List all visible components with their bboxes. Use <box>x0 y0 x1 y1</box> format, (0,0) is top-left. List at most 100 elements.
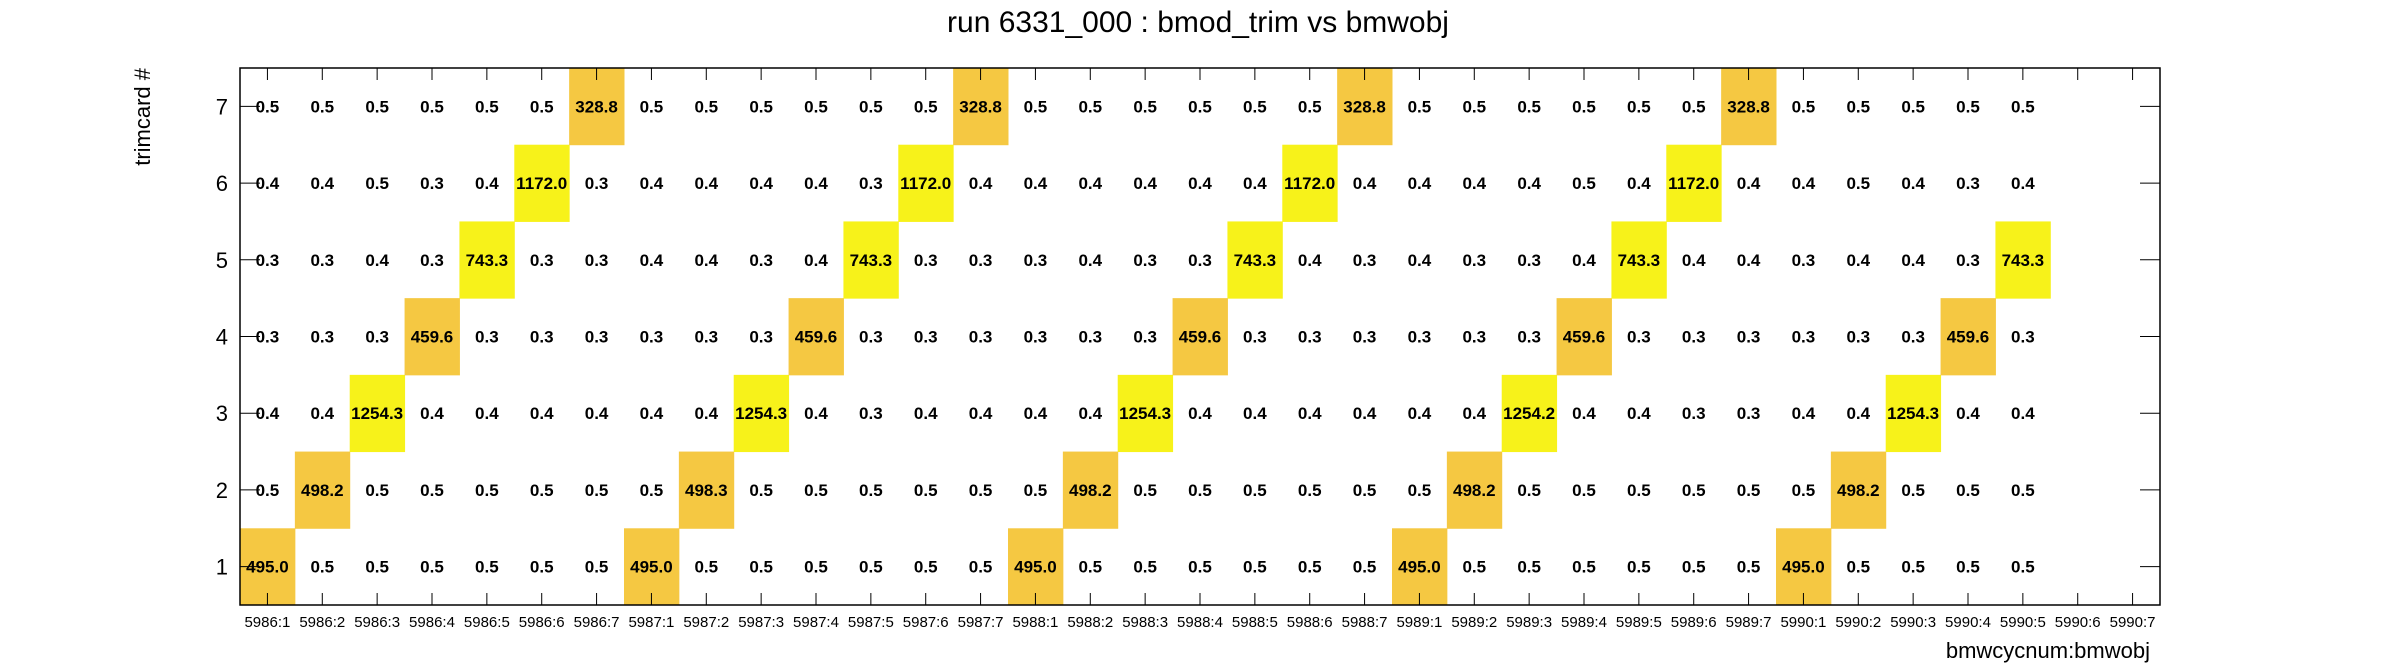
cell-value-label: 0.5 <box>749 97 773 116</box>
cell-value-label: 0.5 <box>859 481 883 500</box>
cell-value-label: 0.5 <box>1682 558 1706 577</box>
cell-value-label: 0.5 <box>2011 97 2035 116</box>
x-tick-label: 5986:5 <box>464 614 510 631</box>
cell-value-label: 0.5 <box>1188 558 1212 577</box>
cell-value-label: 0.4 <box>749 174 773 193</box>
cell-value-label: 0.3 <box>914 251 938 270</box>
labels-layer: 5986:1 5986:2 5986:3 5986:4 5986:5 5986:6 5986… <box>216 94 2156 631</box>
cell-value-label: 0.5 <box>2011 481 2035 500</box>
cell-value-label: 0.4 <box>640 251 664 270</box>
cell-value-label: 0.5 <box>969 481 993 500</box>
cell-value-label: 0.4 <box>1298 404 1322 423</box>
cell-value-label: 0.5 <box>969 558 993 577</box>
cell-value-label: 0.3 <box>530 328 554 347</box>
cell-value-label: 0.4 <box>1353 404 1377 423</box>
cell-value-label: 0.4 <box>1572 404 1596 423</box>
cell-value-label: 0.3 <box>1243 328 1267 347</box>
cell-value-label: 0.5 <box>1737 481 1761 500</box>
cell-value-label: 0.4 <box>914 404 938 423</box>
y-tick-label: 4 <box>216 325 228 350</box>
cell-value-label: 0.4 <box>1188 404 1212 423</box>
cell-value-label: 0.5 <box>1682 481 1706 500</box>
cell-value-label: 0.5 <box>749 558 773 577</box>
cell-value-label: 459.6 <box>795 328 838 347</box>
cell-value-label: 0.5 <box>1956 558 1980 577</box>
cell-value-label: 495.0 <box>246 558 289 577</box>
x-tick-label: 5987:6 <box>903 614 949 631</box>
x-tick-label: 5986:1 <box>244 614 290 631</box>
cell-value-label: 0.3 <box>420 251 444 270</box>
x-tick-label: 5990:2 <box>1835 614 1881 631</box>
cell-value-label: 0.5 <box>1243 558 1267 577</box>
y-tick-label: 2 <box>216 478 228 503</box>
cell-value-label: 0.5 <box>1901 481 1925 500</box>
cell-value-label: 0.5 <box>1572 97 1596 116</box>
cell-value-label: 0.5 <box>1682 97 1706 116</box>
cell-value-label: 743.3 <box>1618 251 1661 270</box>
heatmap-cell <box>953 68 1009 146</box>
x-tick-label: 5989:7 <box>1726 614 1772 631</box>
cell-value-label: 0.4 <box>804 404 828 423</box>
cell-value-label: 0.5 <box>1353 558 1377 577</box>
cell-value-label: 0.5 <box>365 481 389 500</box>
heatmap-cell <box>1446 451 1503 529</box>
heatmap-cell <box>1501 374 1558 453</box>
cell-value-label: 0.5 <box>310 558 334 577</box>
heatmap-cell <box>294 451 351 529</box>
cell-value-label: 498.3 <box>685 481 728 500</box>
cell-value-label: 0.3 <box>1792 251 1816 270</box>
cell-value-label: 0.3 <box>530 251 554 270</box>
cell-value-label: 0.3 <box>1024 251 1048 270</box>
cell-value-label: 0.5 <box>1298 558 1322 577</box>
heatmap-cell <box>404 298 460 376</box>
cell-value-label: 0.4 <box>640 174 664 193</box>
cell-value-label: 0.5 <box>694 558 718 577</box>
cell-value-label: 0.5 <box>1078 97 1102 116</box>
heatmap-cell <box>1062 451 1119 529</box>
cell-value-label: 0.3 <box>1737 328 1761 347</box>
x-tick-label: 5989:1 <box>1396 614 1442 631</box>
y-axis-title: trimcard # <box>130 67 155 166</box>
cell-value-label: 0.5 <box>585 558 609 577</box>
x-tick-label: 5986:4 <box>409 614 455 631</box>
cell-value-label: 0.5 <box>365 174 389 193</box>
cell-value-label: 0.5 <box>640 481 664 500</box>
x-tick-label: 5989:2 <box>1451 614 1497 631</box>
cell-value-label: 328.8 <box>1343 97 1386 116</box>
cell-value-label: 0.3 <box>1078 328 1102 347</box>
cell-value-label: 0.3 <box>749 328 773 347</box>
cell-value-label: 0.4 <box>1243 404 1267 423</box>
cell-value-label: 0.4 <box>1627 174 1651 193</box>
heatmap-cell <box>1172 298 1228 376</box>
x-tick-label: 5988:2 <box>1067 614 1113 631</box>
heatmap-cell <box>1776 528 1832 606</box>
cell-value-label: 0.5 <box>1188 97 1212 116</box>
cell-value-label: 0.5 <box>365 97 389 116</box>
x-tick-label: 5986:3 <box>354 614 400 631</box>
cell-value-label: 495.0 <box>1398 558 1441 577</box>
cell-value-label: 0.3 <box>256 328 280 347</box>
x-tick-label: 5988:4 <box>1177 614 1223 631</box>
cell-value-label: 0.3 <box>1408 328 1432 347</box>
cell-value-label: 0.4 <box>1024 404 1048 423</box>
cell-value-label: 0.3 <box>1353 251 1377 270</box>
y-tick-label: 5 <box>216 248 228 273</box>
x-tick-label: 5990:6 <box>2055 614 2101 631</box>
cell-value-label: 1254.3 <box>1887 404 1939 423</box>
cell-value-label: 0.3 <box>1846 328 1870 347</box>
x-tick-label: 5987:7 <box>958 614 1004 631</box>
heatmap-cell <box>843 221 899 299</box>
cell-value-label: 0.4 <box>969 174 993 193</box>
cell-value-label: 459.6 <box>1563 328 1606 347</box>
cell-value-label: 0.5 <box>420 481 444 500</box>
cell-value-label: 0.5 <box>1133 97 1157 116</box>
x-tick-label: 5989:4 <box>1561 614 1607 631</box>
cell-value-label: 0.5 <box>1627 558 1651 577</box>
cell-value-label: 0.4 <box>1408 174 1432 193</box>
cell-value-label: 0.5 <box>1572 481 1596 500</box>
cell-value-label: 0.5 <box>914 97 938 116</box>
cell-value-label: 0.5 <box>804 481 828 500</box>
heatmap-cell <box>1721 68 1777 146</box>
cell-value-label: 1172.0 <box>516 174 567 193</box>
